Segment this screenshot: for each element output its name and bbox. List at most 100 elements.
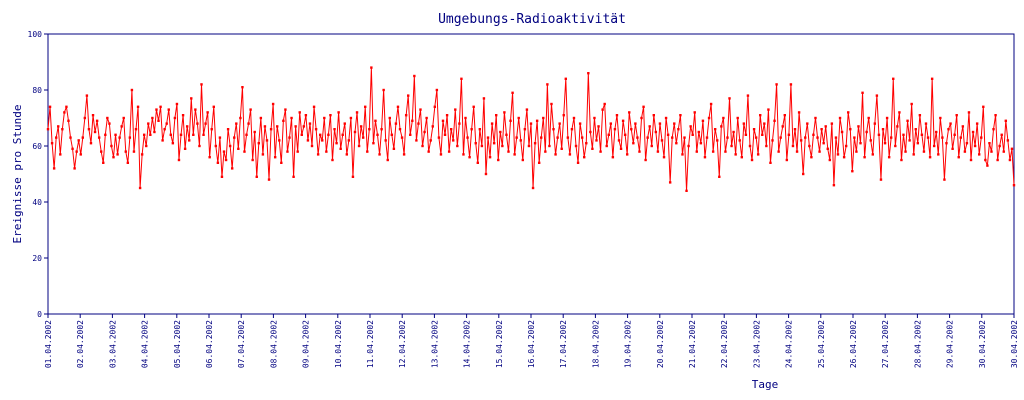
- data-point: [452, 139, 455, 142]
- x-tick-label: 28.04.2002: [913, 320, 922, 368]
- data-point: [173, 116, 177, 120]
- data-point: [509, 119, 512, 122]
- data-point: [654, 130, 658, 134]
- data-point: [298, 111, 301, 114]
- data-point: [134, 128, 138, 131]
- data-point: [630, 128, 633, 131]
- x-tick-label: 19.04.2002: [624, 320, 633, 368]
- data-point: [196, 122, 199, 125]
- data-point: [503, 111, 506, 114]
- data-point: [132, 150, 136, 153]
- data-point: [701, 119, 705, 122]
- data-point: [427, 150, 430, 153]
- data-point: [932, 144, 936, 148]
- x-tick-label: 11.04.2002: [366, 320, 375, 368]
- data-point: [851, 170, 854, 173]
- data-point: [220, 175, 224, 178]
- data-point: [595, 139, 598, 142]
- data-point: [396, 105, 400, 108]
- data-point: [939, 116, 942, 120]
- data-point: [572, 116, 576, 120]
- data-point: [343, 122, 346, 125]
- data-point: [691, 133, 694, 136]
- data-point: [376, 133, 379, 136]
- data-point: [331, 158, 334, 162]
- data-point: [288, 136, 291, 139]
- x-tick-label: 13.04.2002: [430, 320, 439, 368]
- data-point: [384, 139, 387, 142]
- data-point: [568, 153, 572, 156]
- data-point: [167, 108, 170, 111]
- data-point: [261, 153, 265, 156]
- data-point: [855, 150, 858, 153]
- data-point: [671, 136, 674, 139]
- data-point: [695, 150, 698, 153]
- data-point: [458, 122, 461, 125]
- data-point: [218, 136, 222, 139]
- data-point: [73, 167, 76, 170]
- data-point: [773, 119, 776, 122]
- data-point: [429, 139, 432, 142]
- data-point: [552, 128, 555, 131]
- data-point: [409, 133, 412, 136]
- data-point: [799, 139, 803, 142]
- data-point: [511, 91, 514, 94]
- data-point: [544, 150, 547, 153]
- data-point: [486, 136, 490, 139]
- data-point: [634, 122, 637, 125]
- data-point: [797, 111, 801, 114]
- data-point: [310, 144, 314, 148]
- data-point: [296, 150, 299, 153]
- data-point: [228, 144, 232, 148]
- data-point: [583, 156, 586, 159]
- data-point: [793, 128, 797, 131]
- data-point: [591, 147, 594, 150]
- data-point: [419, 108, 422, 111]
- data-point: [744, 133, 748, 136]
- data-point: [935, 130, 938, 134]
- data-point: [499, 130, 502, 134]
- data-point: [230, 167, 234, 170]
- data-point: [126, 161, 130, 164]
- data-point: [85, 94, 89, 97]
- data-point: [366, 150, 369, 153]
- data-point: [284, 108, 287, 111]
- data-point: [644, 158, 647, 162]
- data-point: [276, 125, 279, 128]
- data-point: [222, 150, 226, 153]
- data-point: [853, 136, 856, 139]
- data-point: [713, 128, 717, 131]
- data-point: [914, 128, 917, 131]
- data-point: [587, 72, 590, 75]
- data-point: [789, 83, 793, 86]
- data-point: [660, 139, 664, 142]
- data-point: [959, 136, 962, 139]
- data-point: [212, 105, 215, 108]
- data-point: [312, 105, 316, 108]
- data-point: [554, 153, 557, 156]
- data-point: [537, 161, 541, 164]
- data-point: [278, 139, 281, 142]
- data-point: [501, 144, 504, 148]
- data-point: [804, 136, 807, 139]
- data-point: [1010, 147, 1014, 150]
- data-point: [206, 111, 209, 114]
- x-tick-label: 29.04.2002: [946, 320, 955, 368]
- data-point: [924, 122, 928, 125]
- data-point: [533, 142, 537, 145]
- data-point: [478, 128, 482, 131]
- data-point: [580, 136, 584, 139]
- data-point: [505, 133, 508, 136]
- data-point: [740, 156, 743, 159]
- data-point: [102, 161, 105, 164]
- data-point: [122, 116, 125, 120]
- data-point: [769, 161, 772, 164]
- data-point: [658, 122, 662, 125]
- data-point: [226, 128, 230, 131]
- data-point: [834, 136, 838, 139]
- data-point: [863, 156, 866, 159]
- data-point: [973, 144, 977, 148]
- data-point: [1000, 133, 1003, 136]
- data-point: [777, 150, 780, 153]
